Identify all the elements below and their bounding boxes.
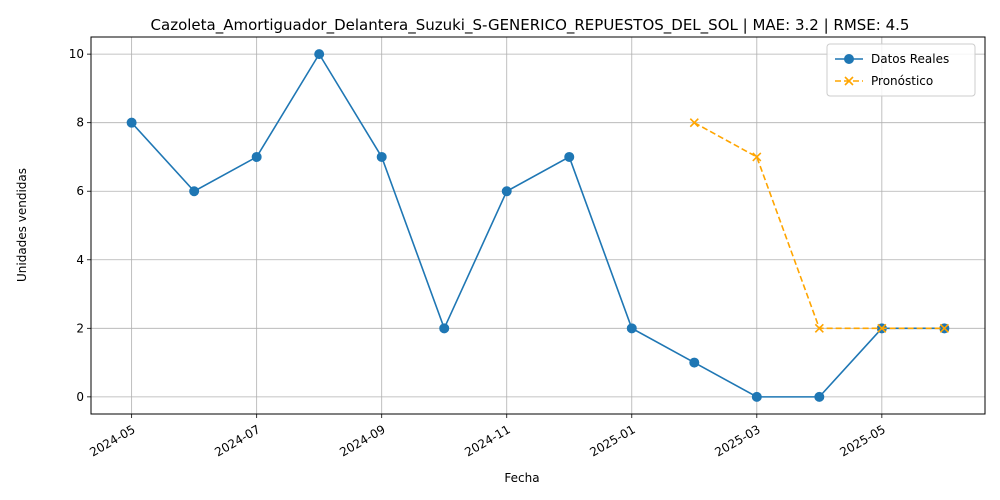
x-tick-label: 2025-01: [587, 422, 637, 459]
y-tick-label: 10: [69, 47, 84, 61]
series-line-actual: [131, 52, 945, 398]
y-tick-label: 0: [76, 390, 84, 404]
series-forecast: [689, 118, 949, 333]
series-actual: [126, 49, 950, 402]
x-tick-label: 2024-05: [87, 422, 137, 459]
chart-title: Cazoleta_Amortiguador_Delantera_Suzuki_S…: [151, 16, 910, 35]
legend-item-actual: Datos Reales: [835, 52, 949, 66]
y-tick-label: 4: [76, 253, 84, 267]
data-point-actual: [814, 391, 825, 402]
plot-frame: [90, 36, 986, 415]
legend-label: Datos Reales: [871, 52, 949, 66]
x-marker-stroke: [844, 76, 854, 86]
y-tick-label: 8: [76, 116, 84, 130]
data-point-actual: [626, 323, 637, 334]
y-tick-label: 2: [76, 321, 84, 335]
data-point-actual: [501, 186, 512, 197]
y-axis-ticks: 0 2 4 6 8 10: [69, 47, 91, 404]
legend-box: [826, 43, 976, 97]
x-tick-label: 2024-07: [212, 422, 262, 459]
data-point-actual: [189, 186, 200, 197]
legend-swatch-marker: [844, 76, 854, 86]
x-marker-stroke: [939, 323, 949, 333]
data-point-forecast: [752, 152, 762, 162]
legend-swatch-marker: [844, 54, 854, 64]
data-point-forecast: [689, 118, 699, 128]
y-axis-label: Unidades vendidas: [15, 168, 29, 282]
data-point-forecast: [939, 323, 949, 333]
data-point-actual: [126, 117, 137, 128]
x-tick-label: 2025-03: [712, 422, 762, 459]
x-tick-label: 2024-11: [462, 422, 512, 459]
data-point-actual: [564, 151, 575, 162]
x-marker-stroke: [814, 323, 824, 333]
x-tick-label: 2025-05: [837, 422, 887, 459]
x-axis-ticks: 2024-05 2024-07 2024-09 2024-11 2025-01 2025-…: [87, 414, 888, 459]
data-point-actual: [439, 323, 450, 334]
data-point-actual: [751, 391, 762, 402]
x-axis-label: Fecha: [504, 471, 539, 485]
legend-label: Pronóstico: [871, 74, 933, 88]
legend: Datos Reales Pronóstico: [826, 43, 976, 97]
data-point-actual: [314, 49, 325, 60]
x-marker-stroke: [689, 118, 699, 128]
x-tick-label: 2024-09: [337, 422, 387, 459]
data-point-forecast: [877, 323, 887, 333]
data-point-actual: [689, 357, 700, 368]
series-layer: [126, 49, 950, 402]
x-marker-stroke: [877, 323, 887, 333]
data-point-actual: [376, 151, 387, 162]
x-marker-stroke: [752, 152, 762, 162]
legend-item-forecast: Pronóstico: [835, 74, 933, 88]
series-line-forecast: [693, 121, 945, 330]
data-point-actual: [251, 151, 262, 162]
y-tick-label: 6: [76, 184, 84, 198]
data-point-forecast: [814, 323, 824, 333]
